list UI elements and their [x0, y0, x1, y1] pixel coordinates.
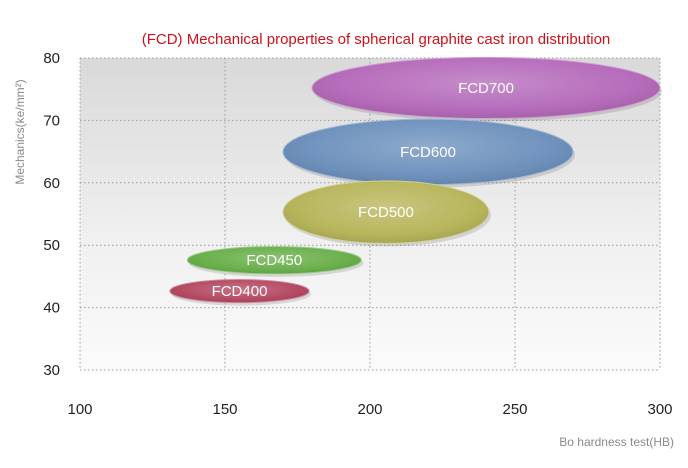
- y-tick-label: 80: [43, 50, 60, 67]
- x-tick-label: 200: [357, 401, 382, 418]
- ticks: 100 150 200 250 300 30 40 50 60 70 80: [43, 50, 672, 418]
- y-tick-label: 70: [43, 112, 60, 129]
- y-tick-label: 40: [43, 300, 60, 317]
- series-label-fcd600: FCD600: [400, 144, 456, 161]
- y-axis-label: Mechanics(ke/mm²): [13, 79, 27, 184]
- series-label-fcd500: FCD500: [358, 204, 414, 221]
- x-tick-label: 100: [67, 401, 92, 418]
- series-ellipse-fcd700: [311, 56, 661, 120]
- series-ellipse-fcd450: [186, 245, 362, 275]
- x-tick-label: 250: [502, 401, 527, 418]
- x-tick-label: 150: [212, 401, 237, 418]
- series-ellipse-fcd500: [282, 180, 490, 244]
- y-tick-label: 60: [43, 175, 60, 192]
- x-axis-label: Bo hardness test(HB): [559, 435, 674, 449]
- series-ellipse-fcd400: [169, 279, 310, 304]
- series-layer: FCD700 FCD600 FCD500 FCD450 FCD400: [169, 56, 662, 306]
- y-tick-label: 50: [43, 237, 60, 254]
- series-label-fcd700: FCD700: [458, 80, 514, 97]
- x-tick-label: 300: [647, 401, 672, 418]
- chart-title: (FCD) Mechanical properties of spherical…: [142, 31, 611, 48]
- series-label-fcd450: FCD450: [246, 252, 302, 269]
- y-tick-label: 30: [43, 362, 60, 379]
- series-label-fcd400: FCD400: [212, 283, 268, 300]
